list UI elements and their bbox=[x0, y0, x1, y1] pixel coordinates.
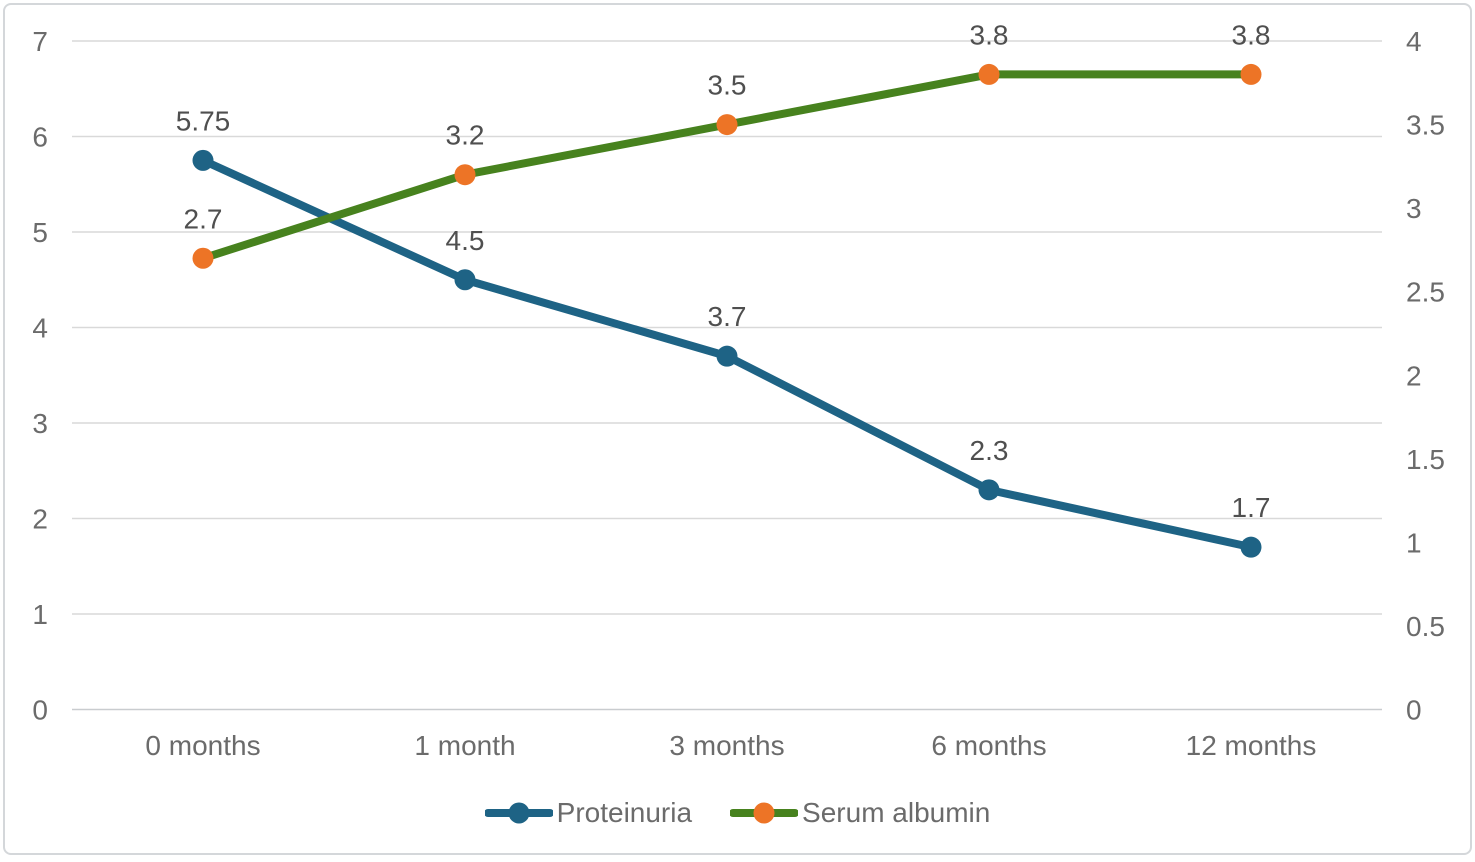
left-axis-tick-label: 0 bbox=[32, 695, 48, 726]
right-axis-tick-label: 2.5 bbox=[1406, 277, 1445, 308]
data-point-marker[interactable] bbox=[192, 149, 214, 171]
data-point-marker[interactable] bbox=[978, 479, 1000, 501]
legend-label-serum-albumin: Serum albumin bbox=[802, 797, 991, 828]
left-axis-tick-label: 3 bbox=[32, 408, 48, 439]
data-point-marker[interactable] bbox=[454, 164, 476, 186]
data-point-marker[interactable] bbox=[1240, 536, 1262, 558]
data-point-label: 2.7 bbox=[184, 203, 223, 234]
right-axis-tick-label: 0 bbox=[1406, 695, 1422, 726]
data-point-marker[interactable] bbox=[716, 345, 738, 367]
data-point-marker[interactable] bbox=[454, 269, 476, 291]
serum-albumin-line-marker-icon bbox=[730, 802, 799, 824]
line-chart-plot-area: 0 1 2 3 4 5 6 7 0 0.5 1 1.5 2 2.5 3 3.5 4 0 months 1 month… bbox=[32, 19, 1445, 761]
right-axis-tick-label: 1.5 bbox=[1406, 444, 1445, 475]
legend-item-serum-albumin[interactable]: Serum albumin bbox=[730, 799, 990, 827]
data-point-label: 3.7 bbox=[708, 301, 747, 332]
chart-canvas: 0 1 2 3 4 5 6 7 0 0.5 1 1.5 2 2.5 3 3.5 4 0 months 1 month… bbox=[3, 3, 1472, 855]
right-axis-tick-label: 3.5 bbox=[1406, 110, 1445, 141]
left-axis-tick-label: 4 bbox=[32, 313, 48, 344]
data-point-label: 3.8 bbox=[970, 19, 1009, 50]
right-axis-tick-label: 1 bbox=[1406, 527, 1422, 558]
right-axis-tick-label: 4 bbox=[1406, 26, 1422, 57]
legend-item-proteinuria[interactable]: Proteinuria bbox=[484, 797, 693, 828]
left-axis-tick-label: 2 bbox=[32, 504, 48, 535]
data-point-marker[interactable] bbox=[978, 63, 1000, 85]
chart-legend: Proteinuria Serum albumin bbox=[5, 789, 1470, 837]
data-point-label: 4.5 bbox=[446, 225, 485, 256]
x-axis-category-label: 3 months bbox=[669, 730, 784, 761]
data-point-marker[interactable] bbox=[192, 247, 214, 269]
left-axis-tick-label: 7 bbox=[32, 26, 48, 57]
x-axis-category-label: 6 months bbox=[931, 730, 1046, 761]
right-axis-tick-label: 3 bbox=[1406, 193, 1422, 224]
data-point-label: 5.75 bbox=[176, 105, 231, 136]
data-point-label: 3.5 bbox=[708, 70, 747, 101]
left-axis-tick-label: 1 bbox=[32, 599, 48, 630]
right-axis-tick-label: 0.5 bbox=[1406, 611, 1445, 642]
data-point-label: 3.2 bbox=[446, 120, 485, 151]
left-axis-tick-label: 5 bbox=[32, 217, 48, 248]
legend-label-proteinuria: Proteinuria bbox=[556, 797, 693, 828]
x-axis-category-label: 12 months bbox=[1186, 730, 1317, 761]
data-point-label: 3.8 bbox=[1232, 19, 1271, 50]
x-axis-category-label: 0 months bbox=[145, 730, 260, 761]
data-point-marker[interactable] bbox=[716, 114, 738, 136]
x-axis-category-label: 1 month bbox=[414, 730, 515, 761]
data-point-label: 2.3 bbox=[970, 435, 1009, 466]
left-axis-tick-label: 6 bbox=[32, 122, 48, 153]
data-point-marker[interactable] bbox=[1240, 63, 1262, 85]
proteinuria-line-marker-icon bbox=[484, 802, 553, 824]
right-axis-tick-label: 2 bbox=[1406, 360, 1422, 391]
data-point-label: 1.7 bbox=[1232, 492, 1271, 523]
